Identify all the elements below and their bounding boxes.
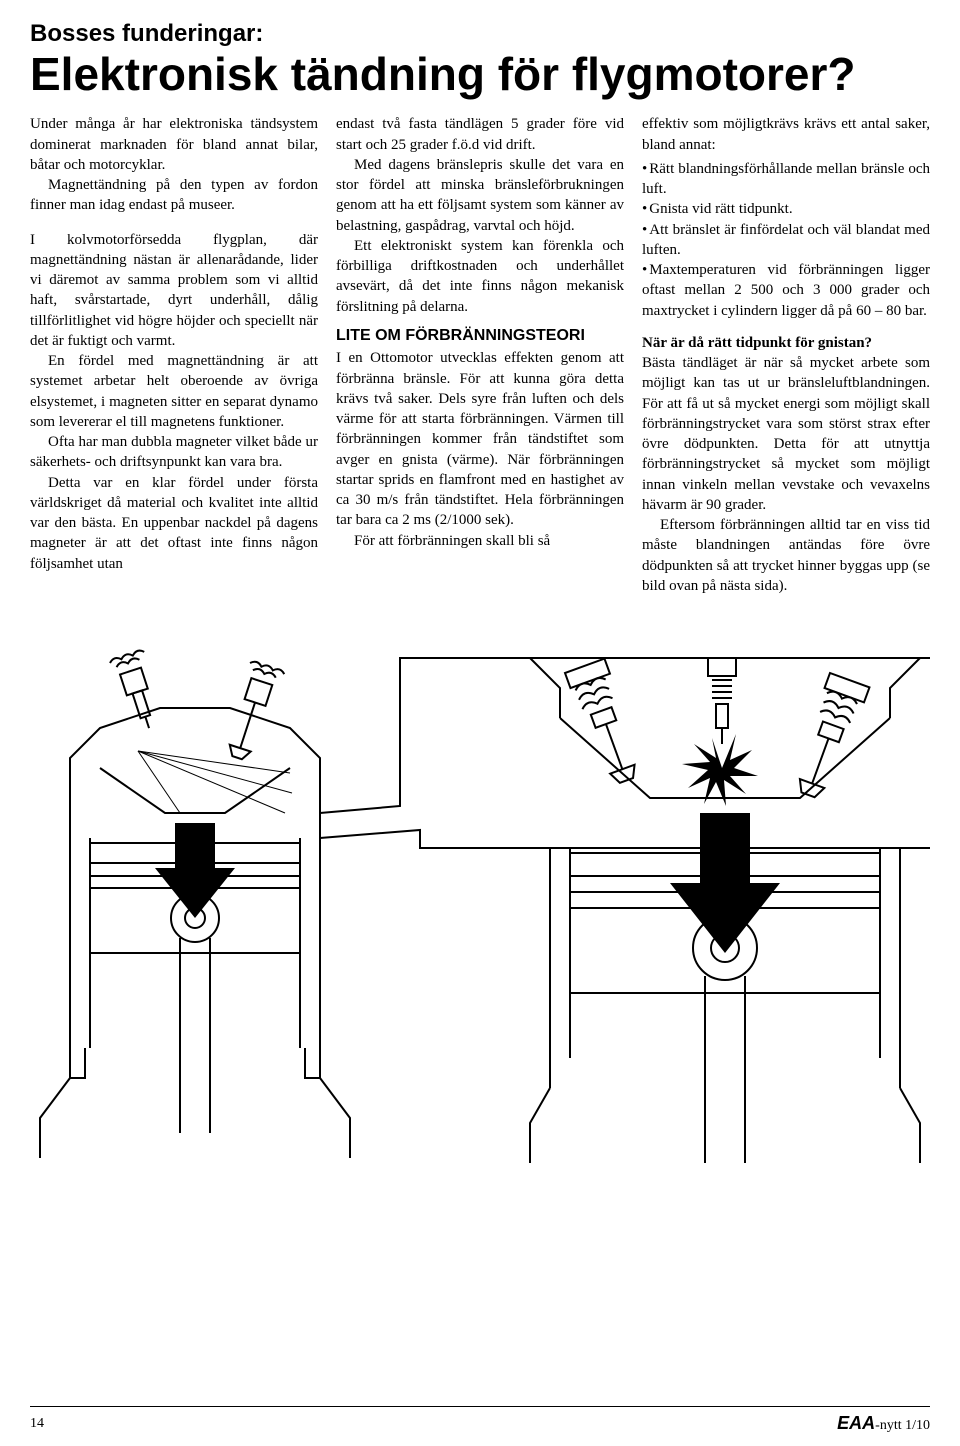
bullet-item: Gnista vid rätt tidpunkt. <box>642 199 930 219</box>
body-text: Bästa tändläget är när så mycket arbete … <box>642 353 930 515</box>
engine-diagram <box>30 618 930 1168</box>
bullet-list: Rätt blandningsförhållande mellan bränsl… <box>642 159 930 321</box>
section-heading: När är då rätt tidpunkt för gnistan? <box>642 333 930 353</box>
issue-label: -nytt 1/10 <box>875 1418 930 1433</box>
section-heading: LITE OM FÖRBRÄNNINGSTEORI <box>336 325 624 347</box>
body-text: En fördel med magnettändning är att syst… <box>30 351 318 432</box>
bullet-item: Maxtemperaturen vid förbränningen ligger… <box>642 260 930 321</box>
body-text: Under många år har elektroniska tändsyst… <box>30 114 318 175</box>
article-columns: Under många år har elektroniska tändsyst… <box>30 114 930 596</box>
brand-logo: EAA <box>837 1413 875 1433</box>
column-3: effektiv som möjligtkrävs krävs ett anta… <box>642 114 930 596</box>
body-text: Magnettändning på den typen av fordon fi… <box>30 175 318 216</box>
column-2: endast två fasta tändlägen 5 grader före… <box>336 114 624 596</box>
headline: Elektronisk tändning för flygmotorer? <box>30 50 930 98</box>
publication-tag: EAA-nytt 1/10 <box>837 1413 930 1434</box>
body-text: endast två fasta tändlägen 5 grader före… <box>336 114 624 155</box>
kicker: Bosses funderingar: <box>30 20 930 48</box>
body-text: I en Ottomotor utvecklas effekten genom … <box>336 348 624 530</box>
body-text: För att förbränningen skall bli så <box>336 531 624 551</box>
bullet-item: Att bränslet är finfördelat och väl blan… <box>642 220 930 261</box>
body-text: Med dagens bränslepris skulle det vara e… <box>336 155 624 236</box>
column-1: Under många år har elektroniska tändsyst… <box>30 114 318 596</box>
body-text: Eftersom förbränningen alltid tar en vis… <box>642 515 930 596</box>
body-text: I kolvmotorförsedda flygplan, där magnet… <box>30 230 318 352</box>
bullet-item: Rätt blandningsförhållande mellan bränsl… <box>642 159 930 200</box>
body-text: Detta var en klar fördel under första vä… <box>30 473 318 574</box>
page-number: 14 <box>30 1416 44 1432</box>
page-footer: 14 EAA-nytt 1/10 <box>30 1406 930 1434</box>
body-text: Ofta har man dubbla magneter vilket både… <box>30 432 318 473</box>
body-text: effektiv som möjligtkrävs krävs ett anta… <box>642 114 930 155</box>
body-text: Ett elektroniskt system kan förenkla och… <box>336 236 624 317</box>
